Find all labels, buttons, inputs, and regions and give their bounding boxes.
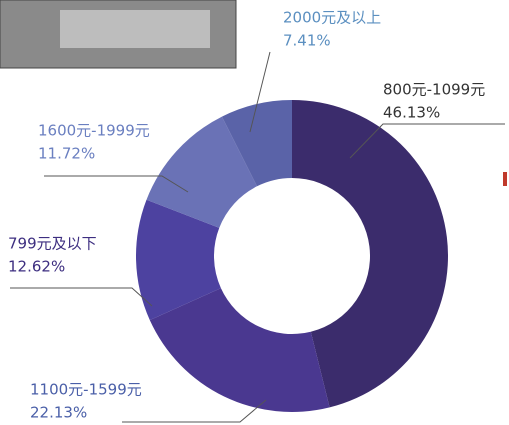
donut-slice <box>149 288 330 412</box>
leader-line <box>349 123 505 159</box>
leader-line <box>122 399 267 423</box>
leader-line <box>249 51 271 133</box>
slice-label: 800元-1099元 <box>383 81 485 99</box>
slice-value-label: 11.72% <box>38 145 95 163</box>
labels: 800元-1099元 46.13% 1100元-1599元 22.13% 799元及以下… <box>8 9 485 422</box>
slice-label: 2000元及以上 <box>283 9 381 27</box>
slice-value-label: 7.41% <box>283 32 331 50</box>
slice-value-label: 12.62% <box>8 258 65 276</box>
donut <box>136 100 449 412</box>
leader-line <box>44 175 189 193</box>
donut-slice <box>292 100 449 408</box>
slice-label: 1100元-1599元 <box>30 381 142 399</box>
photo-detail <box>60 10 210 48</box>
edge-mark <box>503 172 507 186</box>
photo-frame <box>0 0 237 69</box>
slice-label: 1600元-1999元 <box>38 122 150 140</box>
donut-slice <box>221 100 292 187</box>
donut-slice <box>136 199 221 321</box>
donut-slice <box>146 116 257 228</box>
slice-value-label: 22.13% <box>30 404 87 422</box>
slice-label: 799元及以下 <box>8 235 97 253</box>
slice-value-label: 46.13% <box>383 104 440 122</box>
leader-line <box>10 287 153 307</box>
